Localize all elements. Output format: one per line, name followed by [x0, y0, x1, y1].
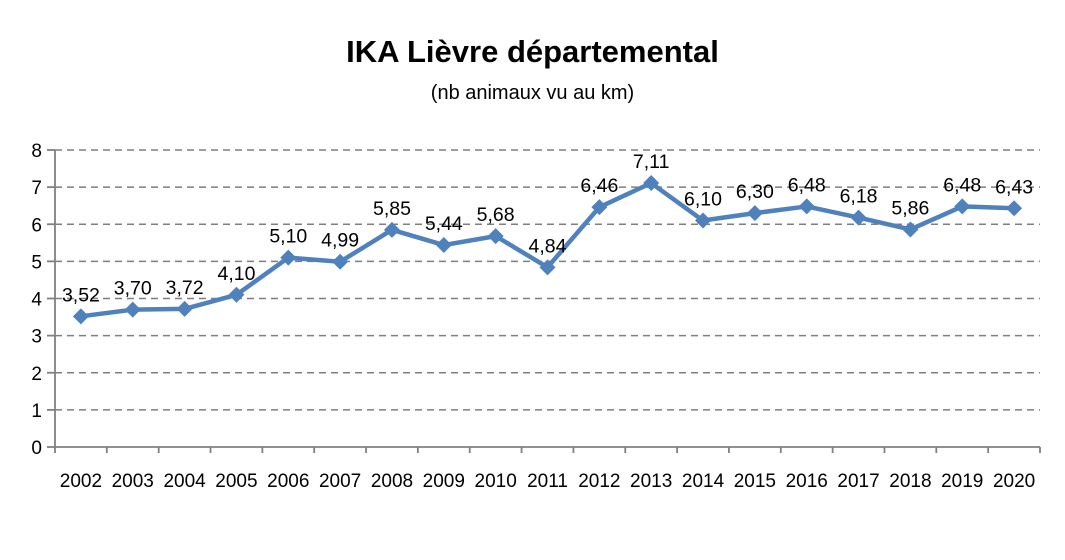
x-axis-label-2004: 2004 — [163, 471, 206, 492]
x-axis-label-2002: 2002 — [60, 471, 102, 492]
data-point-marker-2003 — [124, 301, 141, 318]
x-axis-label-2005: 2005 — [215, 471, 257, 492]
data-label-2013: 7,11 — [633, 151, 670, 173]
data-point-marker-2012 — [591, 199, 608, 216]
data-point-marker-2011 — [539, 259, 556, 276]
data-label-2006: 5,10 — [269, 226, 307, 248]
data-label-2002: 3,52 — [62, 284, 100, 306]
data-point-marker-2016 — [798, 198, 815, 215]
x-axis-label-2014: 2014 — [682, 471, 725, 492]
data-label-2019: 6,48 — [943, 174, 981, 196]
data-point-marker-2009 — [435, 237, 452, 254]
data-point-marker-2005 — [228, 286, 245, 303]
data-label-2014: 6,10 — [684, 189, 722, 211]
chart-subtitle: (nb animaux vu au km) — [430, 82, 635, 104]
x-axis-label-2011: 2011 — [527, 471, 568, 492]
y-axis-label-0: 0 — [31, 438, 42, 459]
chart-title: IKA Lièvre départemental — [346, 34, 719, 69]
data-point-marker-2019 — [954, 198, 971, 215]
x-axis-label-2018: 2018 — [889, 471, 931, 492]
data-label-2010: 5,68 — [477, 204, 515, 226]
data-point-marker-2020 — [1006, 200, 1023, 217]
x-axis-label-2020: 2020 — [993, 471, 1035, 492]
data-label-2003: 3,70 — [114, 278, 152, 300]
x-axis-label-2019: 2019 — [941, 471, 983, 492]
x-axis-label-2016: 2016 — [786, 471, 828, 492]
x-axis-label-2003: 2003 — [112, 471, 154, 492]
data-label-2015: 6,30 — [736, 181, 774, 203]
y-axis-label-5: 5 — [31, 252, 42, 273]
y-axis-label-7: 7 — [31, 178, 42, 199]
data-point-marker-2010 — [487, 228, 504, 245]
y-axis-label-6: 6 — [31, 215, 42, 236]
data-label-2020: 6,43 — [995, 176, 1033, 198]
data-point-marker-2013 — [643, 175, 660, 192]
data-point-marker-2006 — [280, 249, 297, 266]
data-point-marker-2002 — [72, 308, 89, 325]
data-point-marker-2008 — [383, 221, 400, 238]
data-label-2004: 3,72 — [166, 277, 204, 299]
y-axis-label-1: 1 — [31, 401, 42, 422]
y-axis-label-2: 2 — [31, 364, 42, 385]
data-label-2017: 6,18 — [840, 186, 878, 208]
x-axis-label-2010: 2010 — [475, 471, 517, 492]
x-axis-label-2007: 2007 — [319, 471, 361, 492]
x-axis-label-2012: 2012 — [578, 471, 620, 492]
data-point-marker-2014 — [695, 212, 712, 229]
data-label-2018: 5,86 — [891, 197, 929, 219]
data-label-2005: 4,10 — [217, 263, 255, 285]
y-axis-label-3: 3 — [31, 327, 42, 348]
x-axis-label-2015: 2015 — [734, 471, 776, 492]
x-axis-label-2008: 2008 — [371, 471, 413, 492]
data-label-2016: 6,48 — [788, 174, 826, 196]
data-label-2011: 4,84 — [529, 235, 567, 257]
x-axis-label-2006: 2006 — [267, 471, 309, 492]
x-axis-label-2009: 2009 — [423, 471, 465, 492]
data-label-2008: 5,85 — [373, 198, 411, 220]
data-point-marker-2017 — [850, 209, 867, 226]
data-point-marker-2018 — [902, 221, 919, 238]
data-label-2009: 5,44 — [425, 213, 463, 235]
data-point-marker-2015 — [746, 205, 763, 222]
x-axis-label-2013: 2013 — [630, 471, 672, 492]
x-axis-label-2017: 2017 — [837, 471, 879, 492]
y-axis-label-4: 4 — [31, 290, 42, 311]
data-point-marker-2004 — [176, 300, 193, 317]
data-point-marker-2007 — [332, 253, 349, 270]
data-label-2007: 4,99 — [321, 230, 359, 252]
y-axis-label-8: 8 — [31, 141, 42, 162]
data-label-2012: 6,46 — [580, 175, 618, 197]
